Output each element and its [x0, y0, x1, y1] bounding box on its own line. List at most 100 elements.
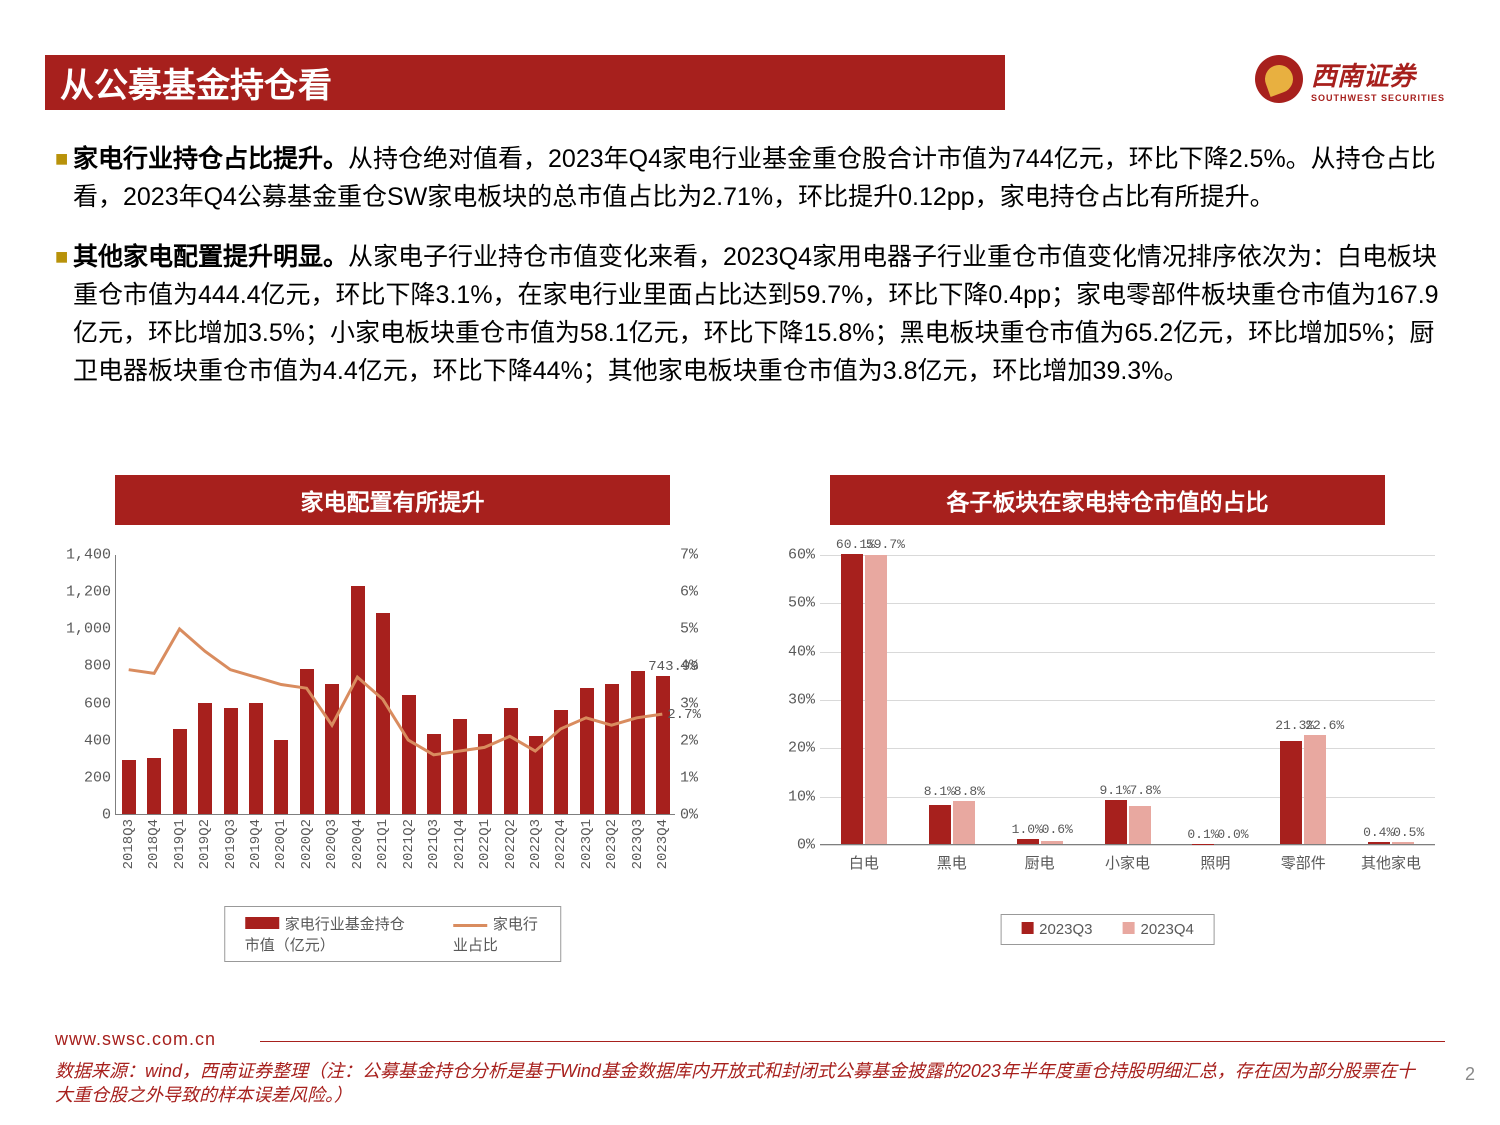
chart-2-group [840, 554, 888, 844]
chart-2-xtick: 厨电 [1025, 852, 1055, 873]
chart-1-ytick: 1,400 [66, 547, 111, 564]
chart-2-group [1279, 735, 1327, 844]
chart-2-value-label: 8.8% [954, 784, 985, 799]
chart-2-ytick: 0% [797, 837, 815, 854]
chart-1-area: 02004006008001,0001,2001,4000%1%2%3%4%5%… [55, 540, 730, 970]
chart-2-bar-q3 [1105, 800, 1127, 844]
bullet-item: ■ 家电行业持仓占比提升。从持仓绝对值看，2023年Q4家电行业基金重仓股合计市… [55, 140, 1445, 216]
chart-1-y2tick: 5% [680, 621, 698, 638]
chart-1-callout-value: 743.99 [648, 659, 698, 675]
chart-2-ytick: 60% [788, 547, 815, 564]
chart-2-value-label: 0.4% [1363, 825, 1394, 840]
chart-2-group [1104, 800, 1152, 844]
chart-2-gridline [820, 555, 1435, 556]
bullet-marker-icon: ■ [55, 238, 73, 390]
brand-logo: 西南证券 SOUTHWEST SECURITIES [1255, 55, 1445, 103]
chart-2-plot: 0%10%20%30%40%50%60%白电60.1%59.7%黑电8.1%8.… [820, 555, 1435, 845]
chart-2-ytick: 40% [788, 643, 815, 660]
chart-2-xtick: 白电 [849, 852, 879, 873]
chart-2-bar-q3 [1017, 839, 1039, 844]
chart-1-xtick: 2023Q1 [579, 819, 595, 869]
chart-1-xtick: 2018Q3 [121, 819, 137, 869]
chart-2-value-label: 1.0% [1012, 822, 1043, 837]
chart-2-value-label: 0.5% [1393, 825, 1424, 840]
chart-1-xtick: 2020Q2 [299, 819, 315, 869]
chart-2-value-label: 59.7% [866, 537, 905, 552]
chart-2-ytick: 50% [788, 595, 815, 612]
chart-1-xtick: 2021Q2 [401, 819, 417, 869]
chart-2-bar-q4 [1129, 806, 1151, 844]
bullet-item: ■ 其他家电配置提升明显。从家电子行业持仓市值变化来看，2023Q4家用电器子行… [55, 238, 1445, 390]
swatch-bar-icon [245, 917, 279, 929]
chart-2-value-label: 0.0% [1217, 827, 1248, 842]
chart-2-xtick: 小家电 [1105, 852, 1150, 873]
chart-2-gridline [820, 603, 1435, 604]
chart-2-group [928, 801, 976, 844]
chart-1-ytick: 1,200 [66, 584, 111, 601]
chart-2-ytick: 10% [788, 788, 815, 805]
bullet-strong: 其他家电配置提升明显。 [73, 243, 348, 271]
chart-2-value-label: 7.8% [1130, 783, 1161, 798]
bullet-strong: 家电行业持仓占比提升。 [73, 145, 348, 173]
chart-1-ytick: 200 [84, 769, 111, 786]
chart-1-xtick: 2020Q1 [273, 819, 289, 869]
chart-1-xtick: 2023Q4 [655, 819, 671, 869]
chart-1: 家电配置有所提升 02004006008001,0001,2001,4000%1… [55, 475, 730, 970]
chart-1-plot: 02004006008001,0001,2001,4000%1%2%3%4%5%… [115, 555, 675, 815]
chart-1-y2tick: 2% [680, 732, 698, 749]
chart-2-bar-q3 [1280, 741, 1302, 844]
chart-1-xtick: 2021Q3 [426, 819, 442, 869]
chart-1-xtick: 2023Q2 [604, 819, 620, 869]
chart-2-xtick: 其他家电 [1361, 852, 1421, 873]
chart-2-xtick: 照明 [1200, 852, 1230, 873]
chart-1-y2tick: 6% [680, 584, 698, 601]
chart-1-xtick: 2021Q1 [375, 819, 391, 869]
chart-2-ytick: 20% [788, 740, 815, 757]
logo-brand: 西南证券 [1311, 61, 1415, 91]
chart-1-y2tick: 0% [680, 807, 698, 824]
chart-1-xtick: 2022Q3 [528, 819, 544, 869]
chart-2-bar-q4 [953, 801, 975, 844]
chart-1-ytick: 600 [84, 695, 111, 712]
legend-line-label: 家电行业占比 [453, 916, 538, 954]
logo-icon [1255, 55, 1303, 103]
chart-2-value-label: 9.1% [1100, 783, 1131, 798]
swatch-line-icon [453, 924, 487, 927]
swatch-q3-icon [1021, 922, 1033, 934]
chart-1-xtick: 2022Q2 [503, 819, 519, 869]
chart-1-ytick: 1,000 [66, 621, 111, 638]
chart-2-gridline [820, 748, 1435, 749]
chart-1-ytick: 800 [84, 658, 111, 675]
chart-2-bar-q4 [1041, 841, 1063, 844]
chart-2-title: 各子板块在家电持仓市值的占比 [830, 475, 1385, 525]
chart-1-callout-pct: 2.7% [667, 707, 701, 723]
chart-2-xtick: 零部件 [1281, 852, 1326, 873]
chart-1-y2tick: 1% [680, 769, 698, 786]
bullet-text: 家电行业持仓占比提升。从持仓绝对值看，2023年Q4家电行业基金重仓股合计市值为… [73, 140, 1445, 216]
chart-2-area: 0%10%20%30%40%50%60%白电60.1%59.7%黑电8.1%8.… [770, 540, 1445, 970]
chart-2: 各子板块在家电持仓市值的占比 0%10%20%30%40%50%60%白电60.… [770, 475, 1445, 970]
chart-1-legend: 家电行业基金持仓市值（亿元） 家电行业占比 [224, 906, 562, 962]
chart-1-xtick: 2019Q2 [197, 819, 213, 869]
chart-2-gridline [820, 845, 1435, 846]
legend-line-item: 家电行业占比 [453, 913, 540, 955]
chart-1-xtick: 2022Q1 [477, 819, 493, 869]
logo-text: 西南证券 SOUTHWEST SECURITIES [1311, 56, 1445, 103]
chart-1-ytick: 400 [84, 732, 111, 749]
header-bar: 从公募基金持仓看 [45, 55, 1005, 110]
chart-2-bar-q4 [865, 555, 887, 844]
chart-1-xtick: 2020Q4 [350, 819, 366, 869]
footer-url: www.swsc.com.cn [55, 1029, 216, 1050]
chart-2-group [1016, 839, 1064, 844]
chart-2-gridline [820, 652, 1435, 653]
legend-q3-label: 2023Q3 [1039, 921, 1092, 938]
footer-divider [260, 1041, 1445, 1042]
chart-2-group [1367, 842, 1415, 844]
chart-2-bar-q3 [841, 554, 863, 844]
logo-subtitle: SOUTHWEST SECURITIES [1311, 93, 1445, 103]
chart-2-value-label: 8.1% [924, 784, 955, 799]
chart-1-xtick: 2019Q4 [248, 819, 264, 869]
chart-1-xtick: 2019Q1 [172, 819, 188, 869]
chart-2-bar-q3 [1368, 842, 1390, 844]
chart-2-xtick: 黑电 [937, 852, 967, 873]
